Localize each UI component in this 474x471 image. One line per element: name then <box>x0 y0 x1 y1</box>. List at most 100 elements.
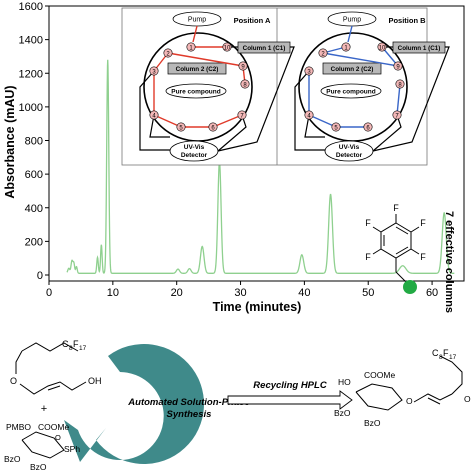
flow-line <box>153 114 182 128</box>
perfluorophenyl-structure <box>372 214 420 283</box>
valve-position-b: Position B Pump Column 1 (C1) Column 2 (C2)… <box>294 11 450 162</box>
valve-port <box>149 66 159 76</box>
recycling-label: Recycling HPLC <box>253 380 327 391</box>
bond <box>15 350 23 374</box>
valve-port <box>238 61 248 71</box>
bond <box>47 385 61 391</box>
valve-port <box>363 122 373 132</box>
product-ho: HO <box>338 377 351 387</box>
fluorine-atom: F <box>365 218 371 228</box>
flow-line <box>308 114 337 128</box>
pure-compound-node <box>165 83 227 99</box>
valve-port <box>208 122 218 132</box>
valve-port <box>304 110 314 120</box>
x-tick-label: 30 <box>234 287 246 299</box>
port-number: 5 <box>334 125 338 131</box>
pmbo-label: PMBO <box>6 422 31 432</box>
port-number: 8 <box>398 82 402 88</box>
product-bzo: BzO <box>334 408 351 418</box>
axis-ticks: 0 10 20 30 40 50 60020040060080010001200140016… <box>19 1 439 299</box>
valve-port <box>393 61 403 71</box>
valve-port <box>341 42 351 52</box>
c8f17-label: C <box>62 339 69 349</box>
y-axis-label: Absorbance (mAU) <box>3 85 17 198</box>
x-tick-label: 50 <box>362 287 374 299</box>
detector-label-2: Detector <box>336 152 363 159</box>
port-number: 9 <box>396 64 400 70</box>
port-number: 2 <box>321 51 325 57</box>
valve-port <box>395 79 405 89</box>
flow-line <box>322 52 399 67</box>
port-number: 7 <box>240 113 244 119</box>
valve-port <box>163 48 173 58</box>
fluorine-atom: F <box>365 252 371 262</box>
flow-line <box>396 83 401 116</box>
bond <box>19 381 87 395</box>
bond <box>439 355 463 395</box>
atom-label: 17 <box>449 354 457 361</box>
valve-port <box>222 42 232 52</box>
atom-label: 8 <box>69 345 73 352</box>
x-tick-label: 0 <box>46 287 52 299</box>
chromatogram-trace <box>66 59 455 274</box>
fluorine-atom: F <box>393 203 399 213</box>
product-c8f17: C <box>432 348 439 358</box>
column-1-label: Column 1 (C1) <box>398 45 441 52</box>
panel-title: Position A <box>234 16 271 25</box>
bond <box>21 342 79 352</box>
column-2 <box>322 62 382 75</box>
column-2 <box>167 62 227 75</box>
y-tick-label: 400 <box>25 203 43 215</box>
port-number: 7 <box>395 113 399 119</box>
valve-port <box>318 48 328 58</box>
y-tick-label: 0 <box>37 270 43 282</box>
cycle-label-1: Automated Solution-Phase <box>127 397 250 408</box>
fluorine-atom: F <box>420 218 426 228</box>
detector-label-2: Detector <box>181 152 208 159</box>
bond <box>355 383 403 411</box>
valve-port <box>331 122 341 132</box>
product-bzo-2: BzO <box>364 418 381 428</box>
x-axis-label: Time (minutes) <box>213 300 302 314</box>
bond <box>427 397 441 405</box>
port-number: 10 <box>379 45 386 51</box>
port-number: 3 <box>152 69 156 75</box>
pump-line <box>192 25 198 43</box>
bond <box>413 393 453 403</box>
detector-label-1: UV-Vis <box>184 144 205 151</box>
atom-label: 17 <box>79 345 87 352</box>
x-tick-label: 60 <box>426 287 438 299</box>
y-tick-label: 1000 <box>19 102 43 114</box>
sph-label: SPh <box>64 444 80 454</box>
atom-label: F <box>443 348 449 358</box>
column-2-label: Column 2 (C2) <box>176 66 219 73</box>
port-number: 6 <box>366 125 370 131</box>
cycle-label-2: Synthesis <box>167 409 212 420</box>
valve-port <box>392 110 402 120</box>
product-coome: COOMe <box>364 370 395 380</box>
plot-frame <box>48 5 465 282</box>
x-tick-label: 10 <box>107 287 119 299</box>
bzo-label: BzO <box>4 454 21 464</box>
port-number: 6 <box>211 125 215 131</box>
port-number: 9 <box>241 64 245 70</box>
port-number: 3 <box>307 69 311 75</box>
atom-label: 8 <box>439 354 443 361</box>
recycling-arrow <box>227 390 353 410</box>
port-number: 1 <box>344 45 348 51</box>
bond <box>21 431 65 459</box>
cycle-arrow <box>64 344 205 465</box>
x-tick-label: 40 <box>298 287 310 299</box>
pump-label: Pump <box>188 17 206 24</box>
inset-frame <box>121 7 428 166</box>
flow-line <box>212 114 243 128</box>
plus-sign: + <box>41 403 47 415</box>
port-number: 10 <box>224 45 231 51</box>
fluorine-atom: F <box>420 252 426 262</box>
valve-port <box>377 42 387 52</box>
atom-label: O <box>55 433 61 442</box>
valve-port <box>186 42 196 52</box>
y-tick-label: 1400 <box>19 35 43 47</box>
pure-compound-label: Pure compound <box>171 89 221 96</box>
